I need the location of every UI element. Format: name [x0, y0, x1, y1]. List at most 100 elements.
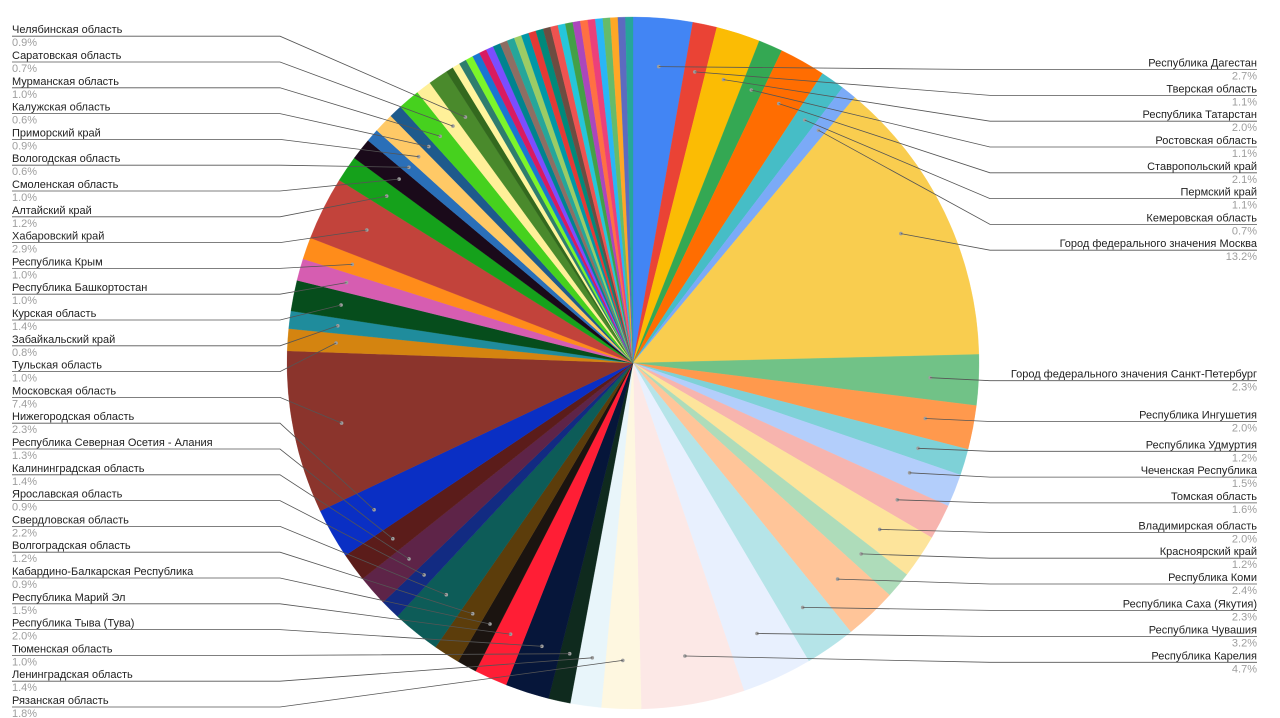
leader-line [897, 499, 1257, 504]
slice-label-percent: 1.1% [1232, 148, 1257, 160]
leader-line [12, 500, 425, 576]
slice-label-name: Вологодская область [12, 153, 121, 165]
slice-label-name: Московская область [12, 385, 116, 397]
slice-label-percent: 1.4% [12, 476, 37, 488]
slice-label-percent: 1.1% [1232, 200, 1257, 212]
leader-line [837, 578, 1257, 585]
slice-label-percent: 2.3% [1232, 611, 1257, 623]
leader-lines [12, 35, 1257, 708]
slice-label-percent: 1.2% [1232, 452, 1257, 464]
slice-label-name: Приморский край [12, 127, 101, 139]
slice-label-name: Республика Татарстан [1142, 109, 1257, 121]
leader-line [12, 657, 593, 682]
leader-dot [334, 341, 338, 345]
leader-line [12, 422, 375, 510]
slice-label-percent: 13.2% [1226, 251, 1257, 263]
slice-label-name: Республика Дагестан [1148, 58, 1257, 70]
leader-line [12, 138, 419, 158]
leader-line [12, 87, 441, 137]
slice-label-name: Нижегородская область [12, 411, 135, 423]
slice-label-percent: 3.2% [1232, 638, 1257, 650]
pie-slice [286, 350, 634, 512]
slice-label-name: Красноярский край [1160, 546, 1257, 558]
slice-label-percent: 1.4% [12, 682, 37, 694]
pie-slices [286, 16, 980, 710]
leader-dot [463, 115, 468, 119]
slice-label-name: Город федерального значения Санкт-Петерб… [1011, 369, 1257, 381]
leader-line [12, 164, 409, 168]
slice-label-name: Республика Марий Эл [12, 592, 125, 604]
slice-label-percent: 0.9% [12, 37, 37, 49]
leader-dot [657, 64, 661, 69]
slice-label-name: Кемеровская область [1146, 212, 1257, 224]
slice-label-name: Тверская область [1166, 83, 1257, 95]
leader-line [12, 35, 466, 118]
slice-label-percent: 2.0% [1232, 122, 1257, 134]
slice-label-name: Курская область [12, 308, 97, 320]
leader-line [879, 529, 1257, 533]
slice-label-percent: 1.2% [12, 553, 37, 565]
slice-label-name: Ростовская область [1155, 135, 1257, 147]
leader-line [12, 304, 342, 321]
slice-label-percent: 4.7% [1232, 663, 1257, 675]
slice-label-name: Тульская область [12, 360, 102, 372]
leader-line [12, 551, 473, 615]
leader-line [12, 603, 511, 635]
leader-dot [339, 421, 344, 425]
leader-line [12, 660, 623, 708]
leader-line [12, 282, 347, 295]
slice-label-percent: 1.3% [12, 450, 37, 462]
slice-label-percent: 0.9% [12, 502, 37, 514]
leader-line [12, 61, 454, 127]
leader-line [930, 377, 1257, 382]
leader-line [861, 553, 1257, 559]
leader-line [12, 474, 410, 560]
leader-line [909, 472, 1257, 478]
leader-line [684, 655, 1257, 663]
slice-label-name: Республика Карелия [1151, 650, 1257, 662]
slice-label-name: Ленинградская область [12, 669, 133, 681]
leader-line [925, 418, 1257, 422]
slice-label-percent: 1.0% [12, 656, 37, 668]
leader-line [900, 233, 1257, 251]
slice-label-name: Республика Коми [1168, 572, 1257, 584]
slice-label-name: Республика Северная Осетия - Алания [12, 437, 213, 449]
slice-label-percent: 0.6% [12, 115, 37, 127]
slice-label-name: Пермский край [1180, 187, 1257, 199]
slice-label-percent: 2.0% [1232, 533, 1257, 545]
slice-label-percent: 2.9% [12, 244, 37, 256]
slice-label-name: Хабаровский край [12, 231, 104, 243]
leader-dot [422, 573, 426, 577]
slice-label-name: Республика Чувашия [1149, 625, 1257, 637]
leader-dot [693, 70, 697, 74]
slice-label-name: Республика Удмуртия [1146, 439, 1257, 451]
slice-label-name: Свердловская область [12, 514, 129, 526]
leader-line [12, 195, 387, 218]
slice-label-percent: 1.2% [12, 218, 37, 230]
slice-label-percent: 0.8% [12, 347, 37, 359]
slice-label-name: Чеченская Республика [1141, 465, 1258, 477]
leader-line [12, 325, 338, 347]
leader-line [694, 71, 1257, 96]
slice-label-name: Челябинская область [12, 24, 123, 36]
slice-label-percent: 0.9% [12, 579, 37, 591]
leader-dot [777, 101, 781, 106]
slice-label-name: Республика Ингушетия [1139, 410, 1257, 422]
slice-label-percent: 1.1% [1232, 96, 1257, 108]
slice-label-name: Республика Саха (Якутия) [1123, 598, 1257, 610]
slice-label-percent: 1.0% [12, 89, 37, 101]
slice-label-percent: 2.0% [12, 631, 37, 643]
slice-label-percent: 0.7% [1232, 225, 1257, 237]
leader-line [12, 653, 570, 656]
leader-line [12, 264, 353, 269]
slice-label-name: Ставропольский край [1147, 161, 1257, 173]
leader-dot [407, 165, 411, 170]
leader-dot [451, 124, 455, 128]
leader-dot [339, 303, 343, 307]
slice-label-name: Рязанская область [12, 695, 109, 707]
slice-label-percent: 1.0% [12, 295, 37, 307]
slice-label-percent: 1.2% [1232, 559, 1257, 571]
leader-dot [721, 77, 726, 82]
